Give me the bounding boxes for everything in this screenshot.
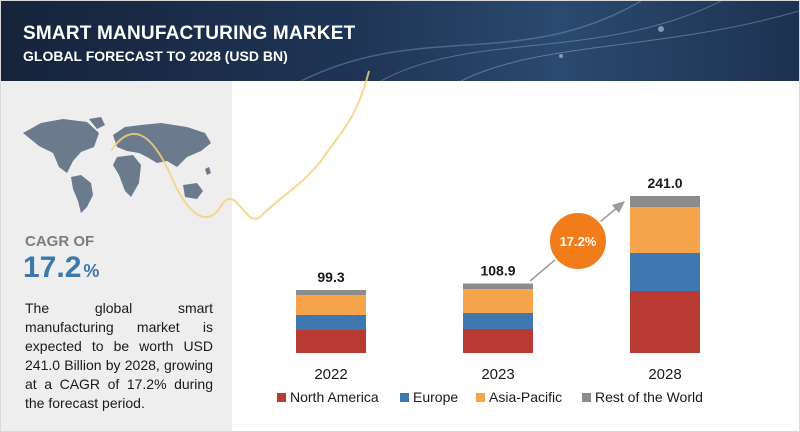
- cagr-value: 17.2%: [23, 251, 99, 285]
- legend-swatch-europe: [400, 393, 409, 402]
- page-subtitle: GLOBAL FORECAST TO 2028 (USD BN): [23, 48, 288, 64]
- bar-segment-north-america-2023: [463, 329, 533, 353]
- decorative-wave: [110, 70, 370, 220]
- cagr-number: 17.2: [23, 251, 82, 284]
- page-title: SMART MANUFACTURING MARKET: [23, 23, 356, 44]
- growth-arrow-head: [612, 201, 625, 213]
- legend-label-north-america: North America: [290, 389, 379, 405]
- bar-total-label-2022: 99.3: [317, 269, 344, 285]
- header-decoration: [300, 1, 799, 81]
- category-label-2023: 2023: [481, 366, 514, 383]
- category-label-2028: 2028: [648, 366, 681, 383]
- totals-group: 99.3 108.9 241.0: [317, 175, 682, 285]
- bar-segment-asia-pacific-2023: [463, 289, 533, 313]
- bar-total-label-2023: 108.9: [480, 263, 515, 279]
- category-label-2022: 2022: [314, 366, 347, 383]
- legend-label-europe: Europe: [413, 389, 458, 405]
- bar-segment-north-america-2028: [630, 291, 700, 353]
- bar-segment-asia-pacific-2028: [630, 207, 700, 253]
- growth-badge-label: 17.2%: [560, 234, 597, 249]
- market-description: The global smart manufacturing market is…: [25, 300, 213, 411]
- bar-segment-asia-pacific-2022: [296, 295, 366, 315]
- legend-label-asia-pacific: Asia-Pacific: [489, 389, 562, 405]
- legend-label-rest-of-the-world: Rest of the World: [595, 389, 703, 405]
- bar-segment-rest-of-the-world-2028: [630, 196, 700, 207]
- legend-swatch-north-america: [277, 393, 286, 402]
- growth-badge: [548, 211, 608, 271]
- legend: North America Europe Asia-Pacific Rest of t…: [277, 389, 703, 405]
- bar-segment-north-america-2022: [296, 330, 366, 353]
- header-banner: SMART MANUFACTURING MARKET GLOBAL FORECA…: [1, 1, 799, 81]
- bar-total-label-2028: 241.0: [647, 175, 682, 191]
- bar-segment-rest-of-the-world-2022: [296, 290, 366, 295]
- legend-swatch-rest-of-the-world: [582, 393, 591, 402]
- cagr-unit: %: [83, 261, 100, 281]
- category-labels: 2022 2023 2028: [314, 366, 681, 383]
- bars-group: [296, 196, 700, 353]
- cagr-label: CAGR OF: [25, 233, 95, 250]
- bar-segment-europe-2023: [463, 313, 533, 329]
- bar-segment-europe-2028: [630, 253, 700, 291]
- legend-swatch-asia-pacific: [476, 393, 485, 402]
- bar-segment-rest-of-the-world-2023: [463, 283, 533, 289]
- bar-segment-europe-2022: [296, 315, 366, 330]
- world-map-icon: [23, 117, 211, 213]
